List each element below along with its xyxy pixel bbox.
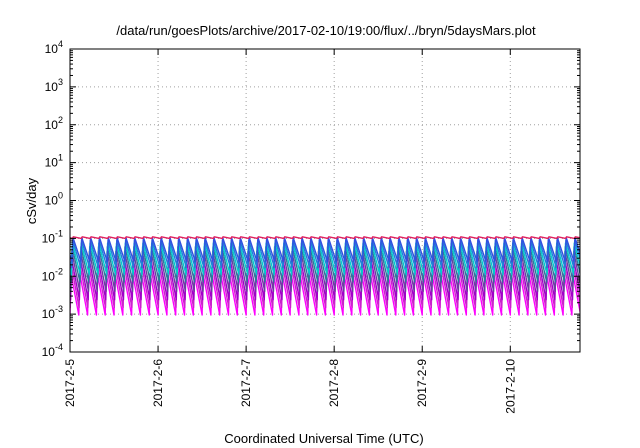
x-axis: 2017-2-5 2017-2-6 2017-2-7 2017-2-8 2017-2-9… [63, 49, 517, 414]
y-tick-label: 10-3 [42, 304, 63, 321]
series-line [70, 242, 580, 276]
x-axis-label: Coordinated Universal Time (UTC) [224, 431, 423, 446]
series-line [70, 257, 580, 301]
y-axis-label: cSv/day [24, 177, 39, 224]
y-tick-label: 104 [45, 39, 63, 56]
y-tick-label: 102 [45, 115, 63, 132]
y-axis: 10-4 10-3 10-2 10-1 100 101 102 103 104 [42, 39, 580, 359]
series-line [70, 246, 580, 283]
y-tick-label: 10-2 [42, 266, 63, 283]
y-tick-label: 100 [45, 191, 63, 208]
y-tick-label: 103 [45, 77, 63, 94]
series-line [70, 272, 580, 316]
x-tick-label: 2017-2-7 [239, 359, 253, 407]
series-line [70, 264, 580, 309]
x-tick-label: 2017-2-9 [415, 359, 429, 407]
y-tick-label: 10-1 [42, 228, 63, 245]
x-tick-label: 2017-2-8 [327, 359, 341, 407]
series-line [70, 236, 580, 263]
series-line [70, 236, 580, 240]
chart-title: /data/run/goesPlots/archive/2017-02-10/1… [116, 23, 536, 38]
series-line [70, 239, 580, 269]
y-tick-label: 101 [45, 153, 63, 170]
x-tick-label: 2017-2-5 [63, 359, 77, 407]
x-tick-label: 2017-2-10 [503, 359, 517, 414]
series-group [70, 236, 580, 316]
series-line [70, 250, 580, 292]
y-tick-label: 10-4 [42, 342, 63, 359]
x-tick-label: 2017-2-6 [151, 359, 165, 407]
